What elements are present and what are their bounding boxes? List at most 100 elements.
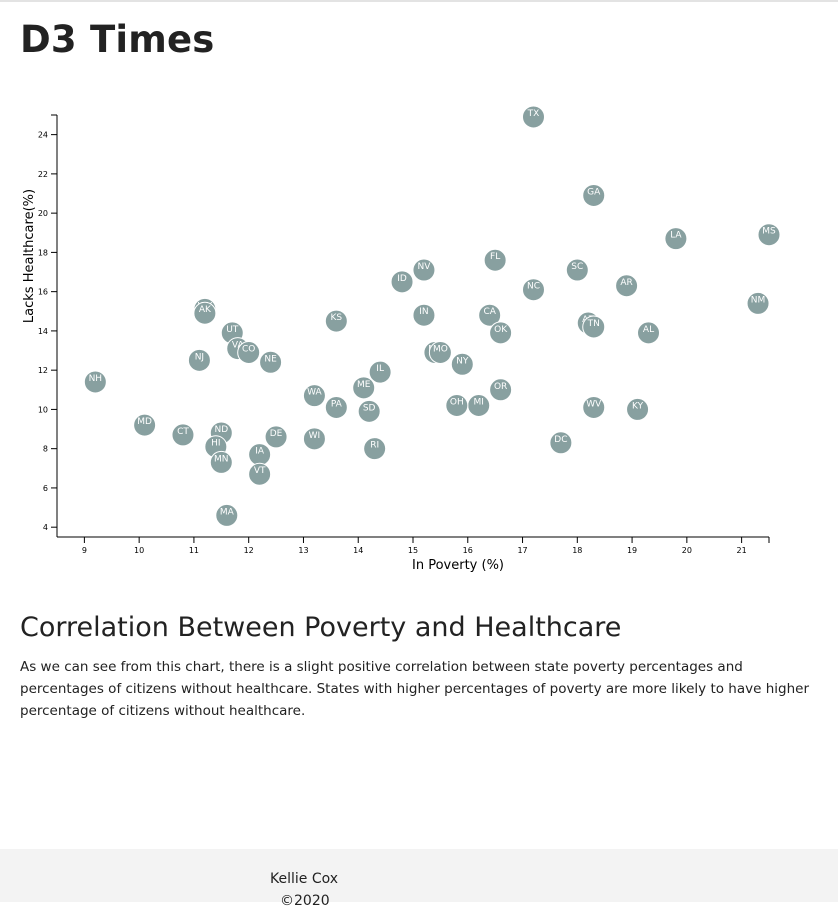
state-label-mo: MO: [433, 344, 448, 354]
state-point-nh: [83, 370, 107, 394]
state-label-la: LA: [670, 231, 682, 241]
y-tick-label: 6: [43, 484, 48, 493]
state-label-pa: PA: [331, 399, 343, 409]
state-label-id: ID: [397, 274, 407, 284]
state-label-sd: SD: [363, 403, 376, 413]
state-label-ak: AK: [199, 305, 212, 315]
x-tick-label: 11: [189, 546, 199, 555]
y-tick-label: 14: [38, 327, 48, 336]
state-label-ar: AR: [620, 278, 632, 288]
section-body: As we can see from this chart, there is …: [20, 659, 809, 719]
y-tick-label: 4: [43, 523, 48, 532]
x-tick-label: 19: [627, 546, 637, 555]
state-label-mn: MN: [214, 454, 229, 464]
state-point-la: [664, 227, 688, 251]
state-point-co: [237, 340, 261, 364]
state-label-al: AL: [643, 325, 654, 335]
x-tick-label: 13: [298, 546, 308, 555]
x-tick-label: 20: [682, 546, 692, 555]
state-label-sc: SC: [571, 262, 583, 272]
state-point-nv: [412, 258, 436, 282]
state-point-sc: [565, 258, 589, 282]
state-point-ks: [324, 309, 348, 333]
state-label-ky: KY: [632, 401, 644, 411]
state-label-de: DE: [270, 429, 283, 439]
y-tick-label: 22: [38, 170, 48, 179]
x-tick-label: 10: [134, 546, 144, 555]
footer: Kellie Cox ©2020: [0, 849, 838, 909]
state-point-ca: [478, 303, 502, 327]
state-point-ne: [259, 350, 283, 374]
state-label-wv: WV: [586, 399, 602, 409]
state-point-fl: [483, 248, 507, 272]
y-tick-label: 12: [38, 366, 48, 375]
x-tick-label: 16: [463, 546, 473, 555]
state-label-nm: NM: [751, 295, 766, 305]
state-point-nj: [187, 348, 211, 372]
state-point-in: [412, 303, 436, 327]
state-label-co: CO: [242, 344, 255, 354]
state-label-nv: NV: [418, 262, 432, 272]
x-tick-label: 12: [244, 546, 254, 555]
state-point-ma: [215, 503, 239, 527]
state-label-ny: NY: [456, 356, 469, 366]
y-tick-label: 10: [38, 405, 48, 414]
state-point-ak: [193, 301, 217, 325]
state-label-ma: MA: [220, 507, 235, 517]
section-title: Correlation Between Poverty and Healthca…: [20, 612, 622, 643]
y-tick-label: 8: [43, 445, 48, 454]
state-label-wa: WA: [307, 388, 322, 398]
state-point-ok: [489, 321, 513, 345]
state-point-al: [637, 321, 661, 345]
scatter-chart: 9 10 11 12 13 14 15 16 17 18 19 20 21 4 6 8 10 12 14 16 18 20…: [22, 105, 781, 573]
state-point-ga: [582, 183, 606, 207]
state-label-tn: TN: [587, 319, 600, 329]
state-label-ct: CT: [177, 427, 189, 437]
state-point-id: [390, 270, 414, 294]
x-tick-label: 14: [353, 546, 363, 555]
state-label-va: VA: [232, 341, 245, 351]
state-label-in: IN: [419, 307, 428, 317]
footer-copyright: ©2020: [280, 893, 330, 909]
state-label-ut: UT: [226, 325, 239, 335]
state-label-tx: TX: [527, 109, 540, 119]
state-point-wi: [302, 427, 326, 451]
x-tick-label: 15: [408, 546, 418, 555]
x-tick-label: 9: [82, 546, 87, 555]
state-point-tn: [582, 315, 606, 339]
state-label-nj: NJ: [195, 352, 204, 362]
x-tick-label: 18: [572, 546, 582, 555]
state-label-ia: IA: [255, 447, 265, 457]
state-point-me: [352, 376, 376, 400]
state-point-il: [368, 360, 392, 384]
state-label-ca: CA: [483, 307, 496, 317]
state-label-fl: FL: [490, 252, 500, 262]
x-axis-title: In Poverty (%): [412, 558, 504, 573]
state-point-ct: [171, 423, 195, 447]
state-label-nc: NC: [527, 282, 540, 292]
state-label-nh: NH: [89, 374, 103, 384]
state-point-nm: [746, 291, 770, 315]
state-label-wi: WI: [309, 431, 321, 441]
y-tick-label: 20: [38, 209, 48, 218]
state-point-md: [133, 413, 157, 437]
state-point-nc: [521, 278, 545, 302]
state-label-mi: MI: [474, 397, 484, 407]
state-point-ny: [450, 352, 474, 376]
y-axis-title: Lacks Healthcare(%): [22, 189, 37, 323]
state-point-dc: [549, 431, 573, 455]
state-point-pa: [324, 395, 348, 419]
y-tick-label: 24: [38, 131, 48, 140]
state-label-oh: OH: [450, 397, 464, 407]
state-point-mo: [428, 340, 452, 364]
state-point-oh: [445, 393, 469, 417]
state-point-de: [264, 425, 288, 449]
state-label-vt: VT: [254, 466, 266, 476]
state-point-or: [489, 378, 513, 402]
state-label-ok: OK: [494, 325, 508, 335]
state-label-il: IL: [376, 364, 384, 374]
x-tick-label: 21: [737, 546, 747, 555]
state-point-wv: [582, 395, 606, 419]
x-tick-label: 17: [517, 546, 527, 555]
state-point-mn: [209, 450, 233, 474]
